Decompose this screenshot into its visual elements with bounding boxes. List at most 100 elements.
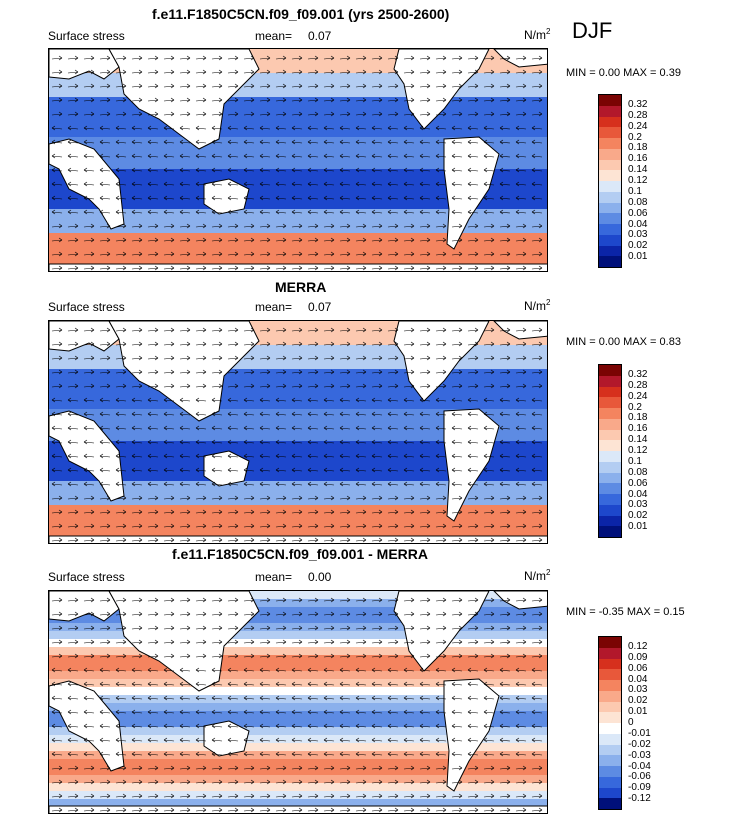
wind-vector-head (538, 807, 543, 813)
wind-vector-head (355, 125, 360, 131)
wind-vector (531, 539, 543, 542)
wind-vector-head (195, 181, 200, 187)
wind-vector-head (138, 55, 143, 61)
wind-vector-head (243, 737, 248, 743)
wind-vector (195, 795, 207, 798)
wind-vector-head (243, 467, 248, 473)
wind-vector (419, 197, 431, 200)
wind-vector-head (394, 223, 399, 229)
wind-vector (67, 385, 79, 388)
wind-vector (355, 141, 367, 144)
wind-vector-head (403, 397, 408, 403)
wind-vector (131, 697, 143, 700)
wind-vector (83, 113, 95, 116)
wind-vector-head (426, 537, 431, 543)
wind-vector-head (170, 355, 175, 361)
wind-vector-head (122, 537, 127, 543)
wind-vector-head (362, 55, 367, 61)
wind-vector (531, 399, 543, 402)
wind-vector-head (538, 653, 543, 659)
wind-vector-head (522, 495, 527, 501)
wind-vector-head (211, 425, 216, 431)
wind-vector (195, 413, 207, 416)
wind-vector (147, 85, 159, 88)
wind-vector-head (67, 751, 72, 757)
colorbar-swatch (599, 224, 621, 235)
wind-vector (339, 357, 351, 360)
wind-vector (499, 469, 511, 472)
wind-vector-head (394, 355, 399, 361)
wind-vector (115, 85, 127, 88)
wind-vector-head (259, 751, 264, 757)
wind-vector (163, 669, 175, 672)
wind-vector (83, 469, 95, 472)
wind-vector-head (154, 327, 159, 333)
wind-vector (227, 711, 239, 714)
wind-vector-head (154, 265, 159, 271)
wind-vector (259, 211, 271, 214)
wind-vector (307, 441, 319, 444)
wind-vector-head (106, 523, 111, 529)
wind-vector (531, 113, 543, 116)
wind-vector-head (330, 83, 335, 89)
wind-vector (67, 441, 79, 444)
wind-vector-head (515, 167, 520, 173)
wind-vector-head (307, 195, 312, 201)
wind-vector (291, 725, 303, 728)
wind-vector (355, 371, 367, 374)
wind-vector (291, 357, 303, 360)
wind-vector-head (387, 425, 392, 431)
wind-vector-head (250, 341, 255, 347)
wind-vector-head (227, 439, 232, 445)
wind-vector (147, 253, 159, 256)
wind-vector-head (243, 139, 248, 145)
wind-vector-head (506, 625, 511, 631)
wind-vector-head (323, 153, 328, 159)
wind-vector-head (170, 327, 175, 333)
wind-vector-head (410, 341, 415, 347)
wind-vector-head (467, 139, 472, 145)
wind-vector (99, 669, 111, 672)
wind-vector (211, 795, 223, 798)
wind-vector-head (419, 709, 424, 715)
wind-vector (83, 225, 95, 228)
wind-vector-head (202, 639, 207, 645)
wind-vector (195, 697, 207, 700)
wind-vector-head (282, 639, 287, 645)
wind-vector-head (314, 55, 319, 61)
colorbar-tick-label: 0.18 (628, 142, 648, 154)
wind-vector-head (298, 237, 303, 243)
wind-vector (259, 427, 271, 430)
wind-vector (403, 511, 415, 514)
colorbar-swatch (599, 723, 621, 734)
wind-vector-head (355, 411, 360, 417)
wind-vector (211, 781, 223, 784)
wind-vector (531, 599, 543, 602)
wind-vector-head (275, 481, 280, 487)
wind-vector-head (474, 653, 479, 659)
wind-vector-head (419, 667, 424, 673)
wind-vector-head (371, 709, 376, 715)
wind-vector (483, 211, 495, 214)
wind-vector-head (435, 139, 440, 145)
wind-vector (131, 781, 143, 784)
wind-vector (275, 211, 287, 214)
wind-vector (67, 169, 79, 172)
wind-vector-head (339, 467, 344, 473)
wind-vector (323, 669, 335, 672)
wind-vector-head (179, 153, 184, 159)
wind-vector-head (426, 597, 431, 603)
wind-vector (515, 781, 527, 784)
wind-vector-head (515, 453, 520, 459)
wind-vector-head (163, 411, 168, 417)
wind-vector (83, 211, 95, 214)
wind-vector (147, 683, 159, 686)
colorbar-swatch (599, 159, 621, 171)
wind-vector-head (426, 327, 431, 333)
wind-vector (51, 469, 63, 472)
panel-2-minmax: MIN = 0.00 MAX = 0.83 (566, 336, 681, 348)
wind-vector-head (218, 355, 223, 361)
colorbar-tick-label: -0.04 (628, 760, 651, 772)
wind-vector-head (90, 509, 95, 515)
wind-vector (179, 113, 191, 116)
